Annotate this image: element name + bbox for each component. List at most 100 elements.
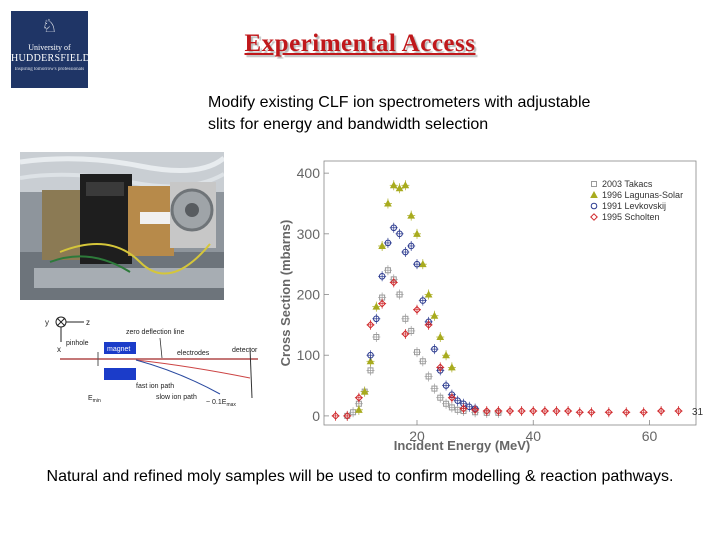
data-point	[466, 403, 473, 411]
data-point	[355, 405, 363, 413]
data-point	[378, 273, 386, 280]
data-point	[408, 327, 415, 334]
x-axis-label: Incident Energy (MeV)	[394, 438, 531, 453]
data-point	[372, 302, 381, 310]
logo-line1: University of	[28, 43, 71, 52]
data-point	[494, 407, 503, 415]
logo-line2: HUDDERSFIELD	[11, 53, 91, 64]
data-point	[396, 291, 403, 298]
data-point	[657, 407, 666, 415]
data-point	[378, 241, 386, 249]
fast-ion-path-label: fast ion path	[136, 383, 174, 390]
legend-label: 1995 Scholten	[602, 212, 660, 222]
subtitle-line2: slits for energy and bandwidth selection	[208, 116, 489, 133]
series-2	[366, 222, 480, 414]
lower-magnet-block	[104, 368, 136, 380]
data-point	[425, 373, 432, 380]
axis-y-label: y	[45, 318, 49, 327]
spectrometer-photo	[20, 152, 224, 300]
data-point	[575, 408, 584, 417]
data-point	[401, 330, 410, 338]
data-point	[414, 349, 420, 356]
data-point	[552, 407, 561, 415]
data-point	[454, 397, 461, 405]
data-point	[604, 408, 613, 417]
data-point	[587, 408, 596, 417]
data-point	[413, 229, 421, 237]
data-point	[367, 351, 374, 359]
data-point	[529, 407, 538, 415]
logo-line3: Inspiring tomorrow's professionals	[14, 67, 85, 72]
emax-label: ~ 0.1Emax	[206, 399, 236, 408]
y-tick-label: 0	[312, 408, 320, 424]
data-point	[366, 357, 375, 365]
detector-label: detector	[232, 347, 258, 354]
data-point	[443, 400, 450, 407]
slow-ion-path-label: slow ion path	[156, 394, 197, 401]
axis-x-label: x	[57, 345, 61, 354]
data-point	[390, 224, 398, 232]
data-point	[622, 408, 631, 417]
x-tick-label: 40	[525, 428, 541, 444]
data-point	[402, 248, 409, 256]
data-point	[517, 407, 526, 415]
data-point	[373, 315, 380, 323]
data-point	[431, 385, 438, 392]
data-point	[401, 181, 410, 189]
data-point	[413, 260, 421, 268]
university-logo: ♘ University of HUDDERSFIELD Inspiring t…	[11, 11, 91, 88]
data-point	[436, 332, 445, 340]
data-point	[482, 407, 491, 415]
series-0	[343, 265, 503, 421]
data-point	[442, 351, 450, 359]
crest-icon: ♘	[41, 16, 58, 36]
data-point	[564, 407, 573, 415]
data-point	[454, 406, 461, 413]
y-tick-label: 300	[297, 226, 321, 242]
legend-marker	[590, 202, 598, 210]
zero-deflection-label: zero deflection line	[126, 329, 184, 336]
data-point	[389, 181, 398, 189]
data-point	[396, 230, 403, 238]
data-point	[360, 387, 369, 395]
slide-number: 31	[692, 407, 704, 418]
data-point	[384, 239, 392, 247]
legend-marker	[590, 213, 598, 221]
data-point	[413, 305, 421, 314]
magnet-label: magnet	[107, 346, 130, 353]
data-point	[402, 315, 409, 322]
subtitle-line1: Modify existing CLF ion spectrometers wi…	[208, 94, 591, 111]
data-point	[378, 299, 387, 308]
y-tick-label: 200	[297, 287, 321, 303]
data-point	[373, 334, 380, 340]
data-point	[407, 211, 416, 219]
data-point	[437, 394, 444, 401]
data-point	[367, 367, 374, 374]
data-point	[384, 267, 391, 274]
slow-ion-path-line	[135, 359, 221, 395]
data-point	[424, 290, 433, 298]
electrodes-label: electrodes	[177, 350, 210, 357]
data-point	[424, 320, 433, 329]
emin-label: Emin	[88, 395, 101, 404]
y-tick-label: 400	[297, 165, 321, 181]
data-point	[419, 358, 426, 365]
data-point	[384, 199, 392, 207]
data-point	[430, 311, 439, 319]
data-point	[343, 411, 352, 420]
data-point	[540, 407, 549, 415]
slide-caption: Natural and refined moly samples will be…	[46, 468, 674, 485]
data-point	[395, 184, 404, 192]
pinhole-label: pinhole	[66, 340, 89, 347]
data-point	[471, 405, 480, 414]
data-point	[639, 408, 648, 417]
data-point	[447, 393, 456, 402]
data-point	[442, 382, 450, 389]
data-point	[436, 363, 445, 372]
axis-z-label: z	[86, 318, 90, 327]
data-point	[331, 411, 340, 420]
data-point	[419, 297, 427, 304]
legend-label: 1991 Levkovskij	[602, 201, 666, 211]
data-point	[506, 407, 514, 415]
magnet-block	[104, 342, 136, 354]
